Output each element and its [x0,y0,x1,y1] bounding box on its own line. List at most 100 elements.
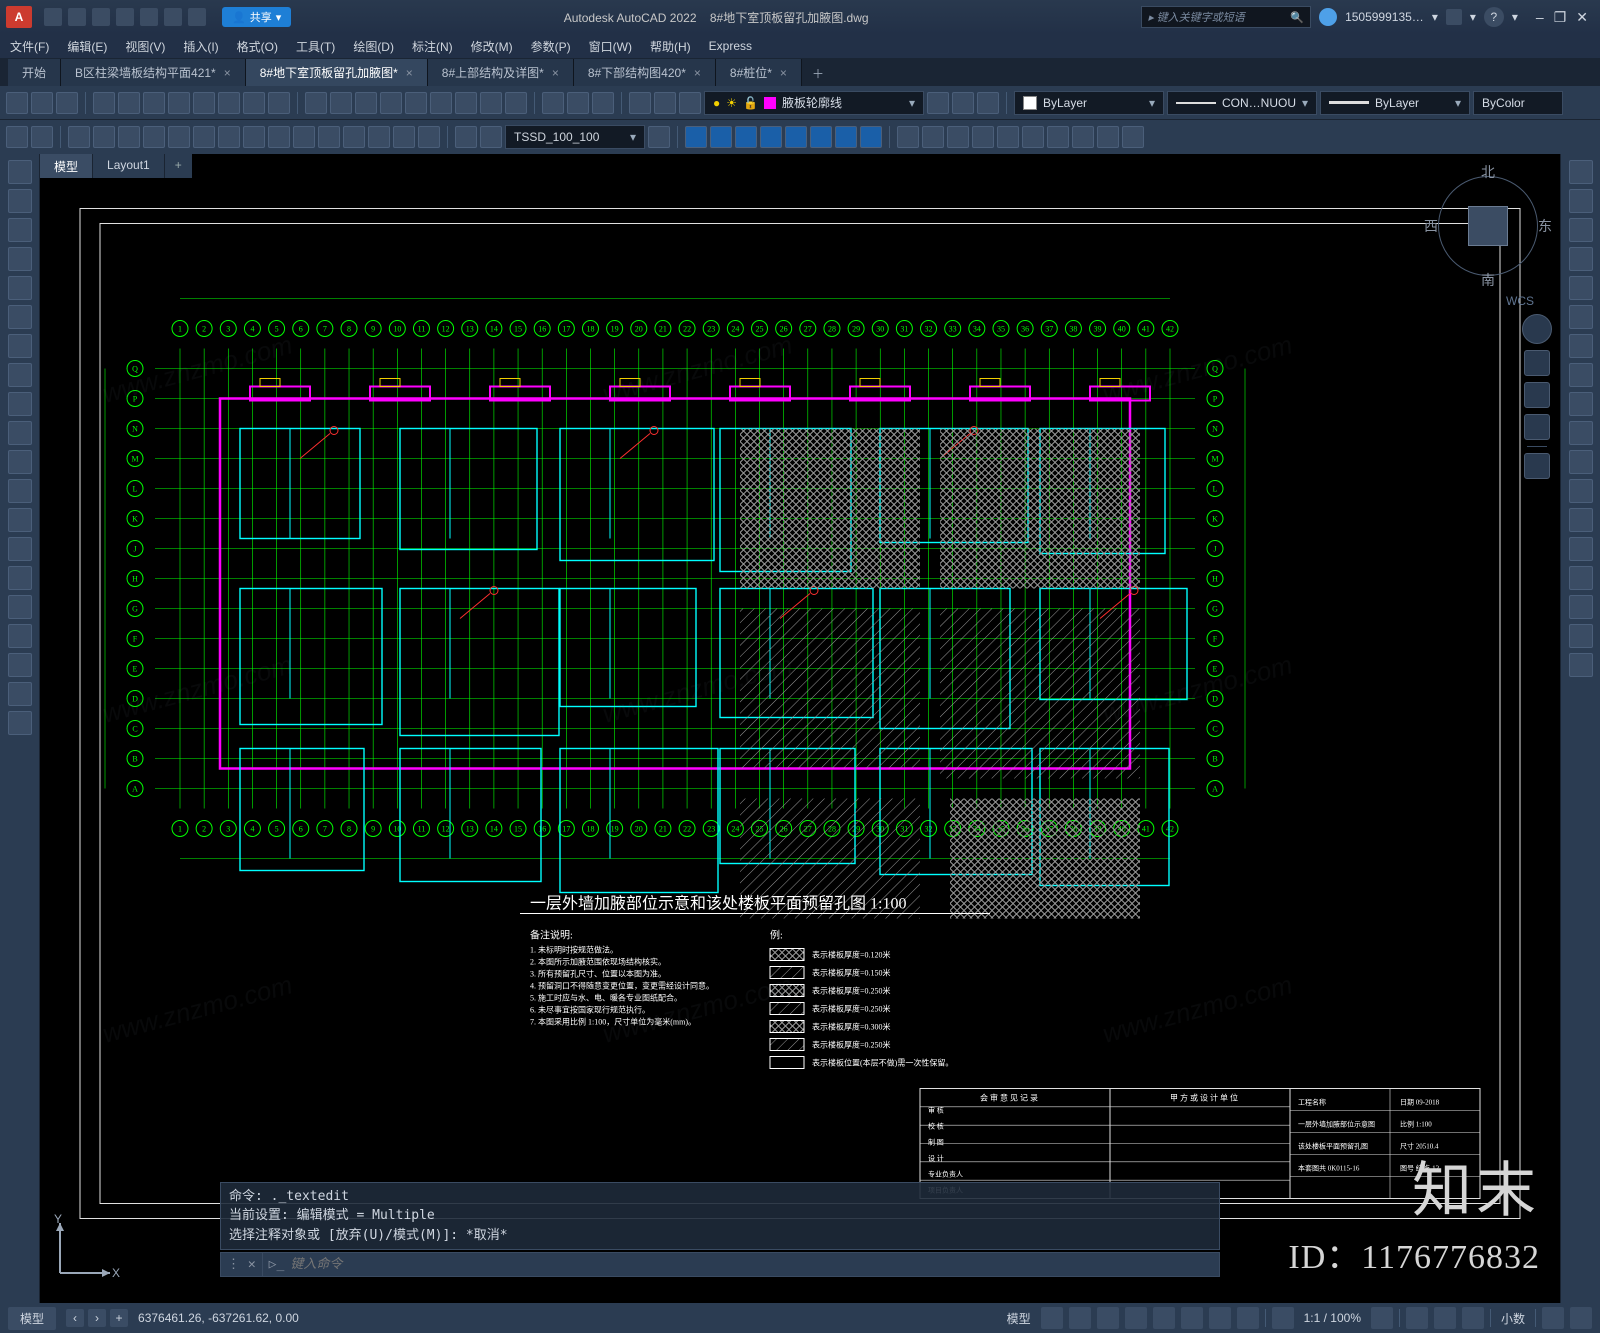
tool-icon[interactable] [8,624,32,648]
polygon-icon[interactable] [8,305,32,329]
qat-plot-icon[interactable] [140,8,158,26]
view-cube[interactable]: 北 南 东 西 [1428,166,1548,286]
tool-icon[interactable] [6,126,28,148]
menu-param[interactable]: 参数(P) [531,38,571,55]
zoom-extents-icon[interactable] [1524,382,1550,408]
nav-wheel-icon[interactable] [1522,314,1552,344]
close-button[interactable]: ✕ [1576,9,1588,26]
tool-icon[interactable] [218,126,240,148]
menu-dim[interactable]: 标注(N) [412,38,453,55]
restore-button[interactable]: ❐ [1554,9,1567,26]
tool-icon[interactable] [405,92,427,114]
menu-modify[interactable]: 修改(M) [471,38,513,55]
share-button[interactable]: 👤 共享 ▾ [222,7,291,27]
ortho-toggle-icon[interactable] [1097,1307,1119,1329]
tab-model[interactable]: 模型 [40,154,93,178]
tool-icon[interactable] [997,126,1019,148]
menu-window[interactable]: 窗口(W) [589,38,632,55]
scale-icon[interactable] [1569,421,1593,445]
layer-prop-icon[interactable] [679,92,701,114]
tool-icon[interactable] [218,92,240,114]
gear-icon[interactable] [1371,1307,1393,1329]
mirror-icon[interactable] [1569,247,1593,271]
tool-icon[interactable] [8,711,32,735]
menu-view[interactable]: 视图(V) [125,38,165,55]
tool-icon[interactable] [343,126,365,148]
tool-icon[interactable] [8,566,32,590]
tool-icon[interactable] [542,92,564,114]
menu-help[interactable]: 帮助(H) [650,38,691,55]
anno-toggle-icon[interactable] [1272,1307,1294,1329]
tool-icon[interactable] [735,126,757,148]
help-icon[interactable]: ? [1484,7,1504,27]
tool-icon[interactable] [31,126,53,148]
tool-icon[interactable] [922,126,944,148]
tool-icon[interactable] [592,92,614,114]
tool-icon[interactable] [268,126,290,148]
command-input[interactable] [290,1257,1219,1272]
viewcube-face[interactable] [1468,206,1508,246]
tool-icon[interactable] [1097,126,1119,148]
tool-icon[interactable] [6,92,28,114]
tool-icon[interactable] [785,126,807,148]
spline-icon[interactable] [8,363,32,387]
tool-icon[interactable] [835,126,857,148]
layout-add-icon[interactable]: + [110,1309,128,1327]
tool-icon[interactable] [1122,126,1144,148]
tool-icon[interactable] [68,126,90,148]
close-icon[interactable]: × [406,66,413,80]
color-combo[interactable]: ByLayer ▾ [1014,91,1164,115]
tool-icon[interactable] [567,92,589,114]
plotstyle-combo[interactable]: ByColor [1473,91,1563,115]
tool-icon[interactable] [1022,126,1044,148]
units-decimal[interactable]: 小数 [1497,1310,1529,1327]
drawing-canvas[interactable]: 模型 Layout1 + 北 南 东 西 WCS 112233445566778… [40,154,1560,1303]
tool-icon[interactable] [93,92,115,114]
pline-icon[interactable] [8,189,32,213]
linetype-combo[interactable]: CON…NUOU ▾ [1167,91,1317,115]
tool-icon[interactable] [897,126,919,148]
user-label[interactable]: 1505999135… [1345,10,1424,24]
extend-icon[interactable] [1569,334,1593,358]
tool-icon[interactable] [760,126,782,148]
tool-icon[interactable] [31,92,53,114]
tool-icon[interactable] [355,92,377,114]
new-tab-button[interactable]: ＋ [802,61,834,86]
polar-toggle-icon[interactable] [1125,1307,1147,1329]
snap-toggle-icon[interactable] [1069,1307,1091,1329]
tool-icon[interactable] [243,126,265,148]
chevron-down-icon[interactable]: ▾ [1512,10,1518,24]
close-icon[interactable]: × [224,66,231,80]
close-icon[interactable]: × [780,66,787,80]
hatch-icon[interactable] [8,392,32,416]
lwt-toggle-icon[interactable] [1209,1307,1231,1329]
app-icon[interactable]: A [6,6,32,28]
statusbar-model-button[interactable]: 模型 [8,1307,56,1330]
anno-scale[interactable]: 1:1 / 100% [1300,1311,1365,1325]
ellipse-icon[interactable] [8,334,32,358]
copy-icon[interactable] [1569,189,1593,213]
tool-icon[interactable] [168,126,190,148]
tool-icon[interactable] [143,126,165,148]
tool-icon[interactable] [168,92,190,114]
tool-icon[interactable] [1569,595,1593,619]
file-tab[interactable]: 8#上部结构及详图*× [428,59,574,86]
tool-icon[interactable] [952,92,974,114]
tool-icon[interactable] [118,92,140,114]
autodesk-app-icon[interactable] [1446,9,1462,25]
menu-edit[interactable]: 编辑(E) [67,38,107,55]
tool-icon[interactable] [480,126,502,148]
tool-icon[interactable] [860,126,882,148]
array-icon[interactable] [1569,392,1593,416]
pan-icon[interactable] [1524,350,1550,376]
tool-icon[interactable] [318,126,340,148]
tool-icon[interactable] [430,92,452,114]
osnap-toggle-icon[interactable] [1153,1307,1175,1329]
tool-icon[interactable] [629,92,651,114]
avatar-icon[interactable] [1319,8,1337,26]
qat-new-icon[interactable] [44,8,62,26]
tool-icon[interactable] [380,92,402,114]
tool-icon[interactable] [418,126,440,148]
block-icon[interactable] [8,450,32,474]
tool-icon[interactable] [193,92,215,114]
